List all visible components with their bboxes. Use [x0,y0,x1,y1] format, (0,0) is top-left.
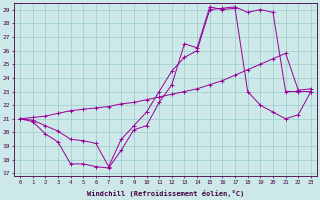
X-axis label: Windchill (Refroidissement éolien,°C): Windchill (Refroidissement éolien,°C) [87,190,244,197]
